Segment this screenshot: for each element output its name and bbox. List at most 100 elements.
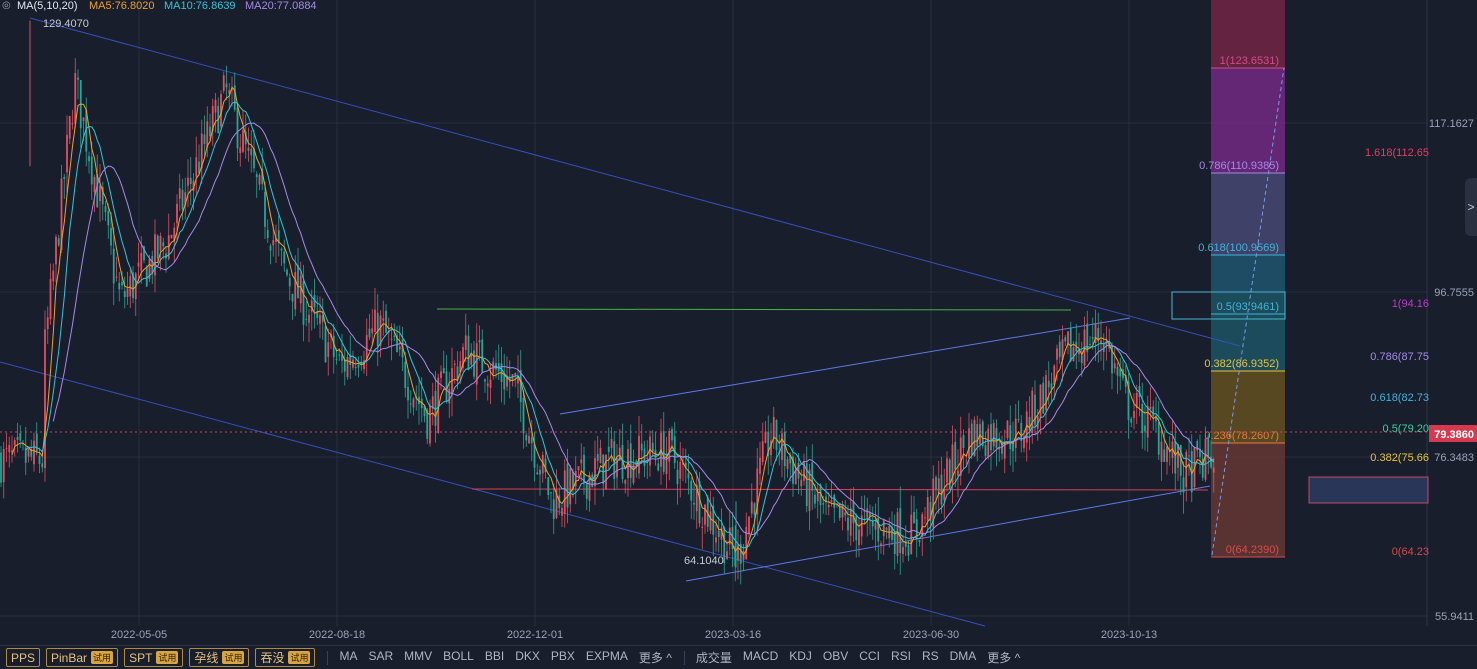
sub-indicator-5[interactable]: RSI	[890, 649, 911, 663]
candle-body	[693, 502, 695, 505]
sub-indicator-2[interactable]: KDJ	[789, 649, 812, 663]
candle-body	[145, 266, 148, 287]
fib-diagonal	[1211, 67, 1285, 556]
x-tick-label: 2023-10-13	[1101, 629, 1157, 641]
candle-body	[981, 421, 984, 447]
candle-body	[676, 469, 679, 485]
candle-body	[959, 437, 962, 476]
main-indicator-3[interactable]: BOLL	[443, 649, 474, 663]
candle-body	[77, 77, 79, 80]
candle-body	[24, 447, 27, 463]
candle-body	[781, 433, 783, 460]
pattern-tool-4[interactable]: 吞没 试用	[255, 648, 316, 667]
sub-indicator-0[interactable]: 成交量	[695, 651, 732, 665]
candle-body	[833, 494, 836, 508]
candle-body	[341, 354, 343, 361]
candle-body	[860, 515, 863, 537]
main-indicator-1[interactable]: SAR	[368, 649, 394, 663]
candle-body	[525, 434, 528, 441]
candle-body	[803, 462, 805, 481]
main-indicator-6[interactable]: PBX	[550, 649, 575, 663]
candle-body	[176, 203, 178, 224]
candle-body	[159, 235, 162, 251]
pattern-tool-label: PPS	[11, 650, 36, 665]
current-price-value: 79.3860	[1434, 429, 1474, 441]
pattern-tool-2[interactable]: SPT 试用	[124, 648, 184, 667]
sub-indicator-6[interactable]: RS	[921, 649, 939, 663]
eye-icon[interactable]: ◎	[2, 0, 11, 11]
main-indicator-4[interactable]: BBI	[484, 649, 505, 663]
trial-badge: 试用	[156, 651, 179, 664]
fib-right-highlight	[1308, 476, 1429, 504]
candle-body	[913, 511, 915, 524]
pattern-tool-3[interactable]: 孕线 试用	[189, 648, 250, 667]
main-indicator-5[interactable]: DKX	[515, 649, 540, 663]
candle-body	[665, 453, 668, 475]
candle-body	[418, 396, 420, 405]
candle-body	[299, 275, 302, 304]
pattern-tool-0[interactable]: PPS	[6, 648, 41, 667]
candle-body	[236, 107, 239, 149]
candle-body	[118, 282, 121, 290]
candle-body	[412, 398, 415, 408]
candle-body	[720, 527, 723, 540]
candle-body	[1210, 456, 1212, 468]
candle-body	[30, 448, 33, 457]
candle-body	[585, 482, 588, 499]
candle-body	[321, 315, 324, 322]
candle-body	[786, 459, 789, 470]
sub-indicator-4[interactable]: CCI	[859, 649, 880, 663]
candle-body	[481, 339, 484, 373]
main-indicator-8[interactable]: 更多 ^	[638, 651, 672, 665]
candle-body	[1212, 467, 1215, 473]
y-tick-label: 96.7555	[1434, 287, 1474, 299]
high-price-label: 129.4070	[43, 18, 89, 30]
candle-body	[717, 530, 720, 538]
fibonacci-retracement-box[interactable]: 1(123.6531) 0.786(110.9385) 0.618(100.9569…	[1171, 0, 1429, 558]
candle-body	[55, 236, 57, 265]
candle-body	[629, 443, 632, 478]
fib-level-label: 0.236(78.2607)	[1204, 430, 1279, 442]
candle-body	[569, 468, 572, 505]
candle-body	[877, 517, 880, 542]
candle-body	[442, 367, 445, 374]
candle-body	[184, 192, 187, 206]
pattern-tool-1[interactable]: PinBar 试用	[46, 648, 119, 667]
candle-body	[1069, 327, 1072, 362]
candle-body	[264, 191, 266, 227]
candle-body	[1017, 419, 1020, 421]
candle-body	[346, 356, 349, 378]
candle-body	[1177, 444, 1179, 468]
collapse-panel-button[interactable]: >	[1465, 178, 1477, 236]
candle-body	[866, 508, 869, 518]
candle-body	[566, 463, 569, 508]
candle-body	[1116, 366, 1119, 376]
candlestick-chart[interactable]: 117.1627 96.7555 76.3483 55.9411 2022-05-05 2…	[0, 0, 1477, 645]
pattern-tools: PPS PinBar 试用 SPT 试用 孕线 试用 吞没 试用	[0, 648, 316, 667]
candle-body	[178, 188, 181, 199]
sub-indicator-7[interactable]: DMA	[949, 649, 977, 663]
candle-body	[558, 495, 561, 509]
candle-body	[1091, 337, 1094, 339]
candle-body	[319, 314, 321, 324]
sub-indicator-1[interactable]: MACD	[742, 649, 779, 663]
fib-band	[1211, 371, 1285, 443]
x-tick-label: 2022-05-05	[111, 629, 167, 641]
main-indicator-7[interactable]: EXPMA	[585, 649, 628, 663]
candle-body	[951, 444, 954, 484]
fib-level-label: 0(64.2390)	[1226, 544, 1279, 556]
candle-body	[1080, 355, 1083, 364]
main-indicator-0[interactable]: MA	[339, 649, 358, 663]
sub-indicator-8[interactable]: 更多 ^	[987, 651, 1021, 665]
sub-indicator-3[interactable]: OBV	[822, 649, 849, 663]
candle-body	[723, 527, 726, 564]
candle-body	[528, 435, 530, 444]
candle-body	[1157, 421, 1160, 455]
candle-body	[371, 328, 374, 334]
candle-body	[132, 272, 134, 299]
candle-body	[467, 335, 470, 370]
candle-body	[294, 272, 297, 310]
main-indicator-2[interactable]: MMV	[404, 649, 433, 663]
candle-body	[1094, 323, 1097, 344]
candle-body	[715, 537, 717, 543]
